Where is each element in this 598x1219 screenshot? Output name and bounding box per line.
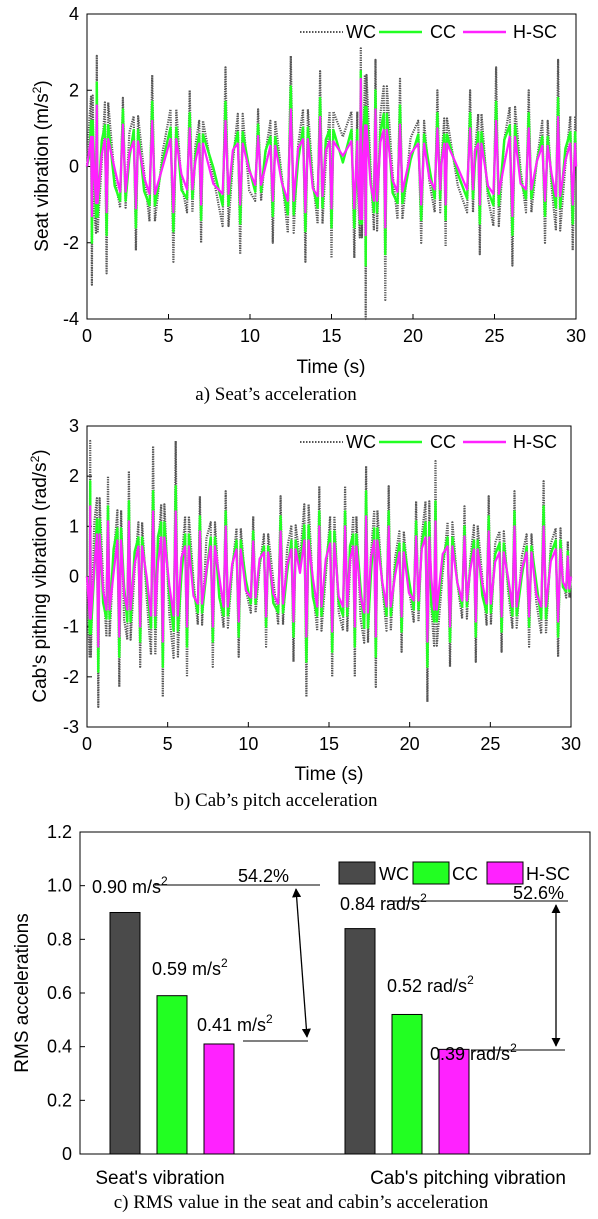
c-bar-cab-wc bbox=[344, 928, 376, 1155]
c-ylabel: RMS accelerations bbox=[12, 913, 33, 1072]
chart-seat-acceleration: 0 5 10 15 20 25 30 -4 -2 0 2 4 Time (s) Seat vibrat… bbox=[30, 4, 586, 405]
a-ytick-label: 4 bbox=[69, 4, 79, 24]
a-ytick-label: 2 bbox=[69, 80, 79, 100]
b-legend: WC CC H-SC bbox=[300, 432, 557, 452]
c-axis-ticks: 0 0.2 0.4 0.6 0.8 1.0 1.2 bbox=[47, 822, 85, 1164]
a-ylabel: Seat vibration (m/s2) bbox=[30, 80, 53, 251]
c-anno-percent-seat: 54.2% bbox=[238, 866, 289, 886]
b-legend-label-wc: WC bbox=[346, 432, 376, 452]
a-xtick-label: 25 bbox=[484, 326, 504, 346]
a-xtick-label: 30 bbox=[566, 326, 586, 346]
b-xtick-label: 0 bbox=[82, 734, 92, 754]
c-annotation-cab: 52.6% bbox=[387, 883, 568, 1051]
a-legend-label-wc: WC bbox=[346, 22, 376, 42]
c-ytick-label: 1.0 bbox=[47, 876, 72, 896]
b-series-lines bbox=[85, 439, 573, 708]
a-legend-label-hsc: H-SC bbox=[513, 22, 557, 42]
chart-rms: 0 0.2 0.4 0.6 0.8 1.0 1.2 RMS accelerations Se… bbox=[12, 822, 591, 1213]
b-ytick-label: -2 bbox=[63, 667, 79, 687]
b-ytick-label: 0 bbox=[69, 567, 79, 587]
b-xtick-label: 25 bbox=[480, 734, 500, 754]
c-bar-seat-cc bbox=[156, 995, 188, 1155]
a-caption: a) Seat’s acceleration bbox=[195, 384, 357, 405]
a-ytick-label: -2 bbox=[63, 233, 79, 253]
c-value-label-cab-hsc: 0.39 rad/s2 bbox=[430, 1041, 517, 1064]
c-legend-label-hsc: H-SC bbox=[526, 864, 570, 884]
b-xtick-label: 10 bbox=[238, 734, 258, 754]
c-value-label-cab-cc: 0.52 rad/s2 bbox=[387, 973, 474, 996]
c-category-cab: Cab's pitching vibration bbox=[370, 1168, 566, 1189]
a-legend: WC CC H-SC bbox=[300, 22, 557, 42]
c-legend-swatch-hsc bbox=[486, 861, 524, 885]
a-xtick-label: 0 bbox=[82, 326, 92, 346]
b-ylabel: Cab's pithing vibration (rad/s2) bbox=[28, 449, 51, 702]
c-bar-seat-h-sc bbox=[203, 1043, 235, 1155]
b-axis-ticks: 0 5 10 15 20 25 30 -3 -2 -1 0 1 2 3 bbox=[63, 416, 581, 754]
b-ytick-label: 1 bbox=[69, 516, 79, 536]
b-legend-label-cc: CC bbox=[430, 432, 456, 452]
c-legend-label-wc: WC bbox=[379, 864, 409, 884]
c-bar-cab-cc bbox=[391, 1013, 423, 1155]
c-legend-swatch-cc bbox=[412, 861, 450, 885]
c-ytick-label: 0.6 bbox=[47, 983, 72, 1003]
b-caption: b) Cab’s pitch acceleration bbox=[174, 790, 378, 811]
c-bar-seat-wc bbox=[109, 912, 141, 1155]
c-legend: WC CC H-SC bbox=[338, 861, 570, 885]
b-ytick-label: 3 bbox=[69, 416, 79, 436]
c-ytick-label: 0.4 bbox=[47, 1037, 72, 1057]
b-ytick-label: -3 bbox=[63, 717, 79, 737]
b-ytick-label: -1 bbox=[63, 617, 79, 637]
c-value-label-cab-wc: 0.84 rad/s2 bbox=[340, 891, 427, 914]
c-anno-percent-cab: 52.6% bbox=[513, 883, 564, 903]
c-bar-cab-h-sc bbox=[438, 1048, 470, 1155]
c-legend-label-cc: CC bbox=[452, 864, 478, 884]
a-xtick-label: 20 bbox=[403, 326, 423, 346]
a-xtick-label: 15 bbox=[321, 326, 341, 346]
a-ytick-label: -4 bbox=[63, 309, 79, 329]
b-xtick-label: 5 bbox=[163, 734, 173, 754]
c-legend-swatch-wc bbox=[338, 861, 376, 885]
c-ytick-label: 0 bbox=[62, 1144, 72, 1164]
a-legend-label-cc: CC bbox=[430, 22, 456, 42]
c-bars bbox=[109, 912, 470, 1155]
c-anno-arrow-seat bbox=[292, 888, 311, 1038]
c-value-label-seat-cc: 0.59 m/s2 bbox=[152, 956, 228, 979]
a-series-line-wc bbox=[85, 47, 578, 321]
b-series-line-h-sc bbox=[85, 505, 573, 648]
b-xtick-label: 30 bbox=[561, 734, 581, 754]
c-ytick-label: 1.2 bbox=[47, 822, 72, 842]
c-value-label-seat-hsc: 0.41 m/s2 bbox=[197, 1012, 273, 1035]
c-caption: c) RMS value in the seat and cabin’s acc… bbox=[114, 1192, 489, 1213]
c-annotation-seat: 54.2% bbox=[155, 866, 320, 1042]
b-xtick-label: 15 bbox=[319, 734, 339, 754]
a-xtick-label: 5 bbox=[163, 326, 173, 346]
b-xlabel: Time (s) bbox=[295, 764, 364, 785]
b-ytick-label: 2 bbox=[69, 466, 79, 486]
a-xtick-label: 10 bbox=[240, 326, 260, 346]
c-ytick-label: 0.8 bbox=[47, 929, 72, 949]
a-axis-ticks: 0 5 10 15 20 25 30 -4 -2 0 2 4 bbox=[63, 4, 586, 346]
c-category-seat: Seat's vibration bbox=[95, 1168, 224, 1189]
a-series-line-h-sc bbox=[85, 77, 578, 237]
c-value-label-seat-wc: 0.90 m/s2 bbox=[92, 874, 168, 897]
plot-frame-b bbox=[86, 425, 572, 728]
a-ytick-label: 0 bbox=[69, 157, 79, 177]
b-legend-label-hsc: H-SC bbox=[513, 432, 557, 452]
chart-cab-pitch-acceleration: 0 5 10 15 20 25 30 -3 -2 -1 0 1 2 3 Time (s) Cab's pi… bbox=[28, 416, 581, 811]
a-xlabel: Time (s) bbox=[297, 357, 366, 378]
a-series-lines bbox=[85, 47, 578, 321]
b-xtick-label: 20 bbox=[400, 734, 420, 754]
c-ytick-label: 0.2 bbox=[47, 1090, 72, 1110]
